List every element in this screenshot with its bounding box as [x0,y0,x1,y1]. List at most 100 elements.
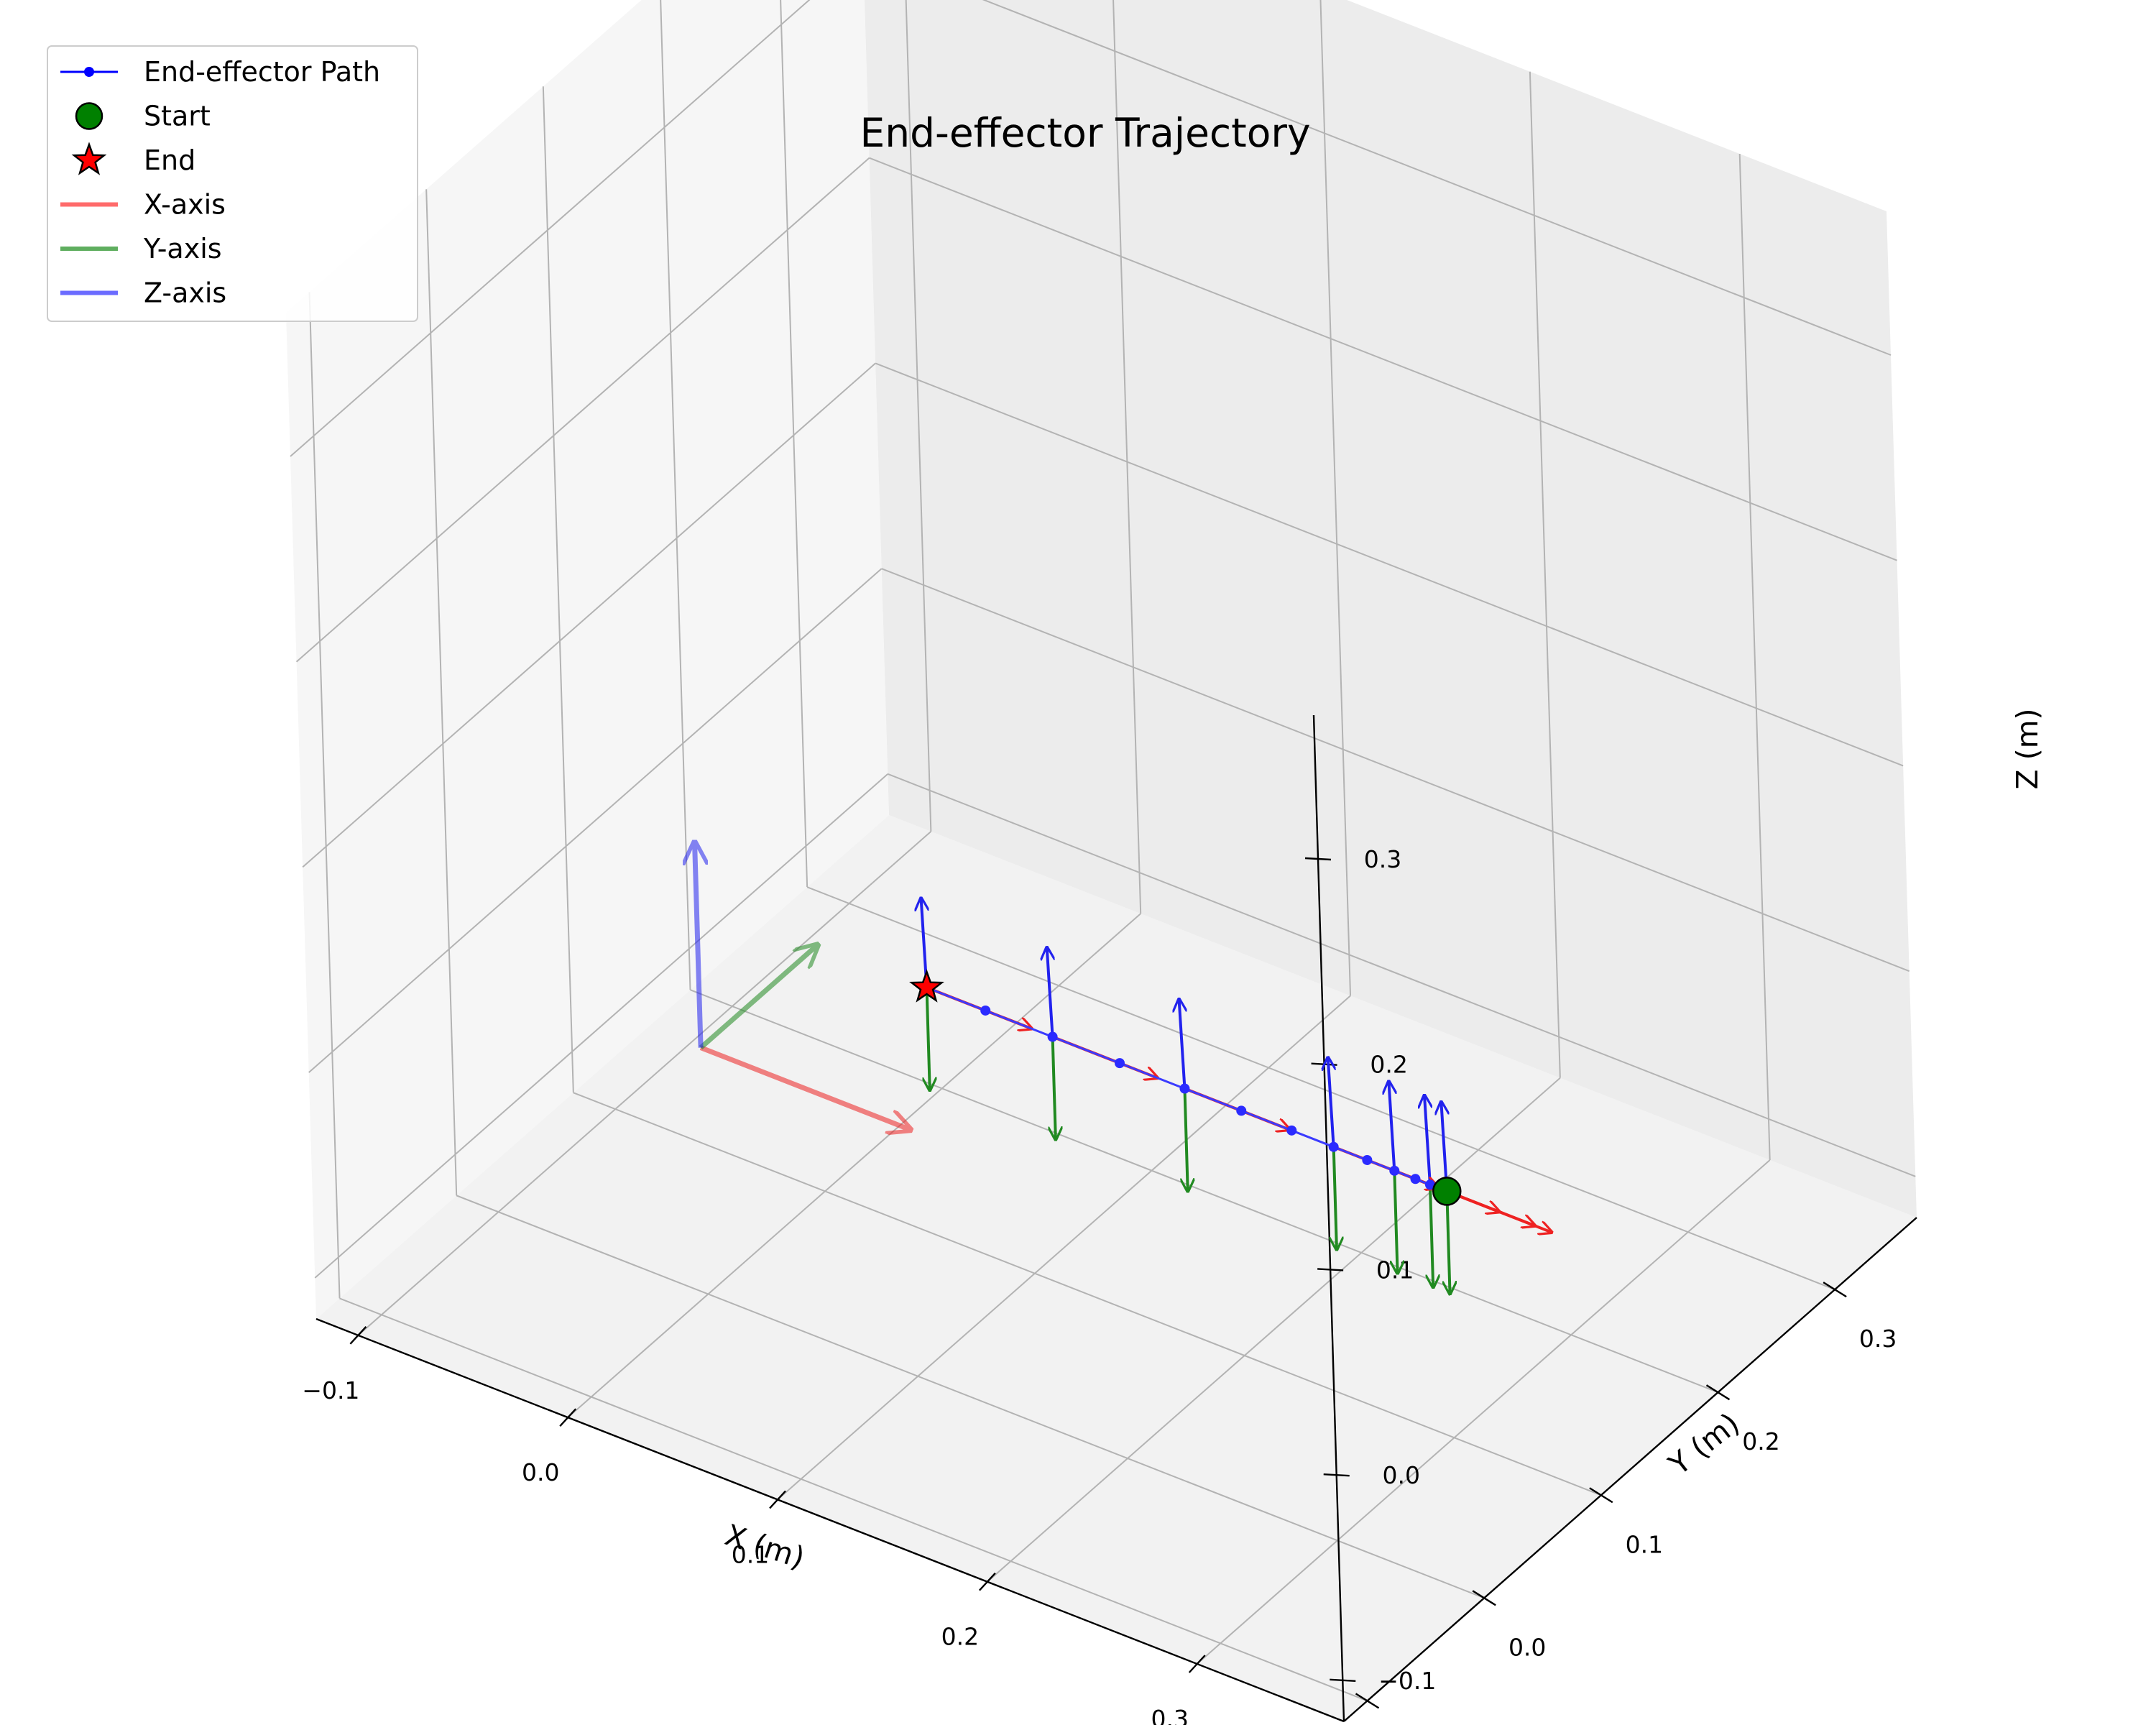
y-tick-label: 0.1 [1626,1530,1663,1558]
legend-label: Z-axis [144,277,226,309]
legend-label: Y-axis [143,233,222,264]
base-y-arrow [699,945,818,1050]
grid-line [905,0,932,832]
z-tick-label: 0.3 [1364,845,1401,873]
grid-line [777,995,1351,1501]
grid-line [290,0,811,457]
tick-mark [1589,1487,1613,1504]
y-tick-label: 0.0 [1508,1633,1546,1661]
grid-line [339,1297,1368,1702]
frame-y-arrow [1430,1184,1433,1287]
path-point [1286,1125,1297,1136]
tick-mark [978,1572,996,1591]
legend-label: X-axis [144,189,226,221]
grid-line [1197,1159,1771,1665]
axis-lines [315,714,1917,1723]
legend-item: X-axis [60,189,226,221]
path-point [1236,1105,1247,1116]
grid-line [542,86,574,1093]
grid-line [982,0,1892,356]
grid-line [660,0,691,990]
frame-z-arrow [1179,999,1185,1089]
tick-mark [1188,1655,1206,1673]
legend-item: Z-axis [60,277,226,309]
z-tick-label: 0.0 [1382,1461,1419,1489]
tick-mark [1323,1473,1350,1477]
grid-line [308,292,341,1299]
grid-line [875,362,1904,767]
axes-panes [286,0,1917,1721]
frame-z-arrow [1424,1095,1430,1185]
grid-line [887,773,1916,1177]
tick-mark [769,1490,786,1509]
grid-line [869,157,1897,561]
x-axis-line [315,1317,1345,1723]
floor-pane [316,815,1917,1721]
left-pane [286,0,889,1319]
grid-line [295,157,870,663]
legend-label: End-effector Path [144,56,380,88]
grid-lines [290,0,1916,1702]
z-tick-label: 0.1 [1376,1256,1414,1284]
z-axis-label: Z (m) [2010,708,2045,789]
grid-line [987,1077,1561,1583]
grid-line [456,1195,1485,1599]
grid-line [780,0,808,888]
legend-swatch-marker [71,142,107,175]
frame-y-arrow [1334,1146,1337,1250]
path-point [1047,1031,1058,1042]
path-point [1410,1174,1421,1184]
start-marker [1432,1177,1462,1206]
frame-y-arrow [927,987,930,1090]
grid-line [302,362,876,868]
grid-line [357,831,932,1336]
x-tick-label: 0.2 [941,1623,979,1651]
legend-item: End-effector Path [60,56,380,88]
end-marker [909,969,944,1003]
grid-line [425,189,458,1196]
tick-mark [1304,857,1332,861]
path-point [1179,1083,1190,1094]
legend-item: Start [75,101,211,132]
legend-label: End [144,144,195,176]
x-tick-label: 0.0 [522,1458,559,1486]
grid-line [690,989,1718,1394]
path-point [1328,1141,1339,1152]
frame-y-arrow [1447,1191,1450,1294]
path-point [1389,1165,1400,1176]
tick-mark [1472,1590,1496,1606]
grid-line [1738,153,1771,1161]
base-z-arrow [695,842,701,1048]
y-axis-line [1343,1217,1917,1722]
path-point [1362,1154,1373,1165]
legend: End-effector Path Start End X-axis Y-axis Z-a… [47,45,418,322]
grid-line [1529,71,1561,1078]
frame-y-arrow [1394,1170,1397,1274]
back-pane [864,0,1917,1218]
z-tick-label: −0.1 [1378,1667,1436,1695]
tick-mark [1705,1384,1731,1401]
tick-labels: −0.10.00.10.20.3−0.10.00.10.20.3−0.10.00… [302,845,1897,1725]
legend-label: Start [144,101,211,132]
grid-line [308,568,883,1073]
endpoints [909,969,1462,1206]
base-x-arrow [699,1045,911,1130]
path-point [980,1005,991,1016]
base-frame [695,842,911,1130]
grid-line [881,568,1910,972]
path-point [1115,1058,1125,1069]
tick-mark [1317,1268,1344,1271]
z-tick-label: 0.2 [1370,1051,1407,1079]
frame-z-arrow [1328,1057,1334,1147]
grid-line [567,913,1141,1418]
grid-line [1112,0,1142,914]
legend-swatch-marker [84,67,94,77]
frame-y-arrow [1053,1036,1056,1140]
path-point [1424,1179,1435,1190]
frame-z-arrow [1047,947,1053,1037]
z-axis-line [1312,714,1345,1722]
frame-y-arrow [1184,1088,1187,1192]
x-tick-label: 0.3 [1151,1705,1188,1725]
grid-line [314,773,888,1279]
